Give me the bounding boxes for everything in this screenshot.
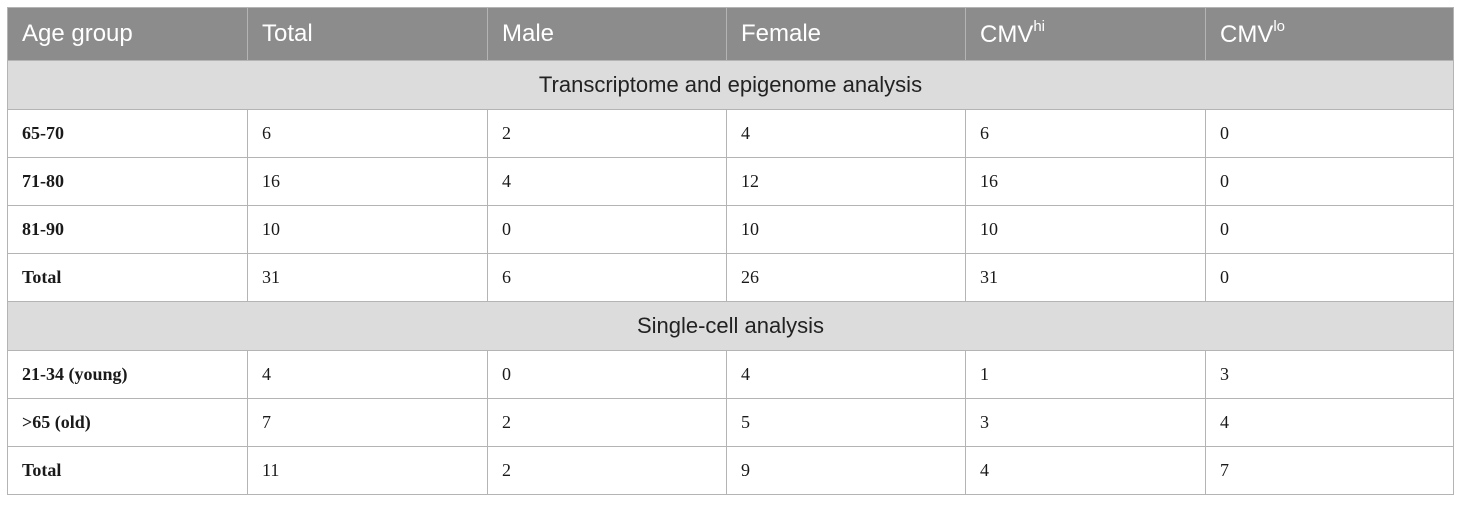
cell-age-group: Total — [7, 446, 248, 495]
table-row: Total 11 2 9 4 7 — [7, 446, 1454, 495]
cell-cmv-hi: 31 — [965, 253, 1206, 302]
header-cmv-hi-sup: hi — [1033, 17, 1046, 35]
cohort-table: Age group Total Male Female CMVhi CMVlo … — [7, 7, 1454, 495]
cell-male: 2 — [487, 446, 727, 495]
cell-female: 5 — [726, 398, 966, 447]
cell-cmv-hi: 10 — [965, 205, 1206, 254]
cell-female: 9 — [726, 446, 966, 495]
cell-male: 4 — [487, 157, 727, 206]
cell-cmv-hi: 16 — [965, 157, 1206, 206]
header-cmv-hi: CMVhi — [965, 7, 1206, 61]
cell-male: 0 — [487, 350, 727, 399]
table-row: >65 (old) 7 2 5 3 4 — [7, 398, 1454, 447]
section-title: Transcriptome and epigenome analysis — [7, 60, 1454, 110]
cell-male: 2 — [487, 109, 727, 158]
cell-cmv-lo: 0 — [1205, 109, 1454, 158]
header-male: Male — [487, 7, 727, 61]
cell-cmv-hi: 1 — [965, 350, 1206, 399]
cell-female: 26 — [726, 253, 966, 302]
cell-age-group: 65-70 — [7, 109, 248, 158]
table-row: 21-34 (young) 4 0 4 1 3 — [7, 350, 1454, 399]
table-row: 71-80 16 4 12 16 0 — [7, 157, 1454, 206]
header-female: Female — [726, 7, 966, 61]
cell-female: 10 — [726, 205, 966, 254]
header-total: Total — [247, 7, 488, 61]
table-row: 65-70 6 2 4 6 0 — [7, 109, 1454, 158]
cell-female: 4 — [726, 350, 966, 399]
cell-cmv-hi: 6 — [965, 109, 1206, 158]
header-cmv-lo-sup: lo — [1273, 17, 1286, 35]
header-cmv-lo: CMVlo — [1205, 7, 1454, 61]
cell-female: 4 — [726, 109, 966, 158]
cell-total: 11 — [247, 446, 488, 495]
header-cmv-hi-base: CMV — [980, 20, 1034, 48]
header-row: Age group Total Male Female CMVhi CMVlo — [7, 7, 1454, 61]
table-row: 81-90 10 0 10 10 0 — [7, 205, 1454, 254]
cell-cmv-lo: 0 — [1205, 157, 1454, 206]
header-cmv-lo-base: CMV — [1220, 20, 1274, 48]
cell-cmv-lo: 0 — [1205, 205, 1454, 254]
cell-total: 16 — [247, 157, 488, 206]
cell-age-group: Total — [7, 253, 248, 302]
section-row: Transcriptome and epigenome analysis — [7, 60, 1454, 110]
cell-age-group: 21-34 (young) — [7, 350, 248, 399]
cell-cmv-hi: 4 — [965, 446, 1206, 495]
cell-total: 4 — [247, 350, 488, 399]
cell-cmv-hi: 3 — [965, 398, 1206, 447]
cell-total: 31 — [247, 253, 488, 302]
cell-female: 12 — [726, 157, 966, 206]
cell-cmv-lo: 4 — [1205, 398, 1454, 447]
header-age-group: Age group — [7, 7, 248, 61]
cell-age-group: >65 (old) — [7, 398, 248, 447]
cell-male: 2 — [487, 398, 727, 447]
section-title: Single-cell analysis — [7, 301, 1454, 351]
table-row: Total 31 6 26 31 0 — [7, 253, 1454, 302]
cell-male: 6 — [487, 253, 727, 302]
cell-total: 10 — [247, 205, 488, 254]
cell-total: 6 — [247, 109, 488, 158]
section-row: Single-cell analysis — [7, 301, 1454, 351]
cell-cmv-lo: 0 — [1205, 253, 1454, 302]
cell-cmv-lo: 7 — [1205, 446, 1454, 495]
cell-cmv-lo: 3 — [1205, 350, 1454, 399]
cell-age-group: 81-90 — [7, 205, 248, 254]
cell-age-group: 71-80 — [7, 157, 248, 206]
cell-male: 0 — [487, 205, 727, 254]
cell-total: 7 — [247, 398, 488, 447]
